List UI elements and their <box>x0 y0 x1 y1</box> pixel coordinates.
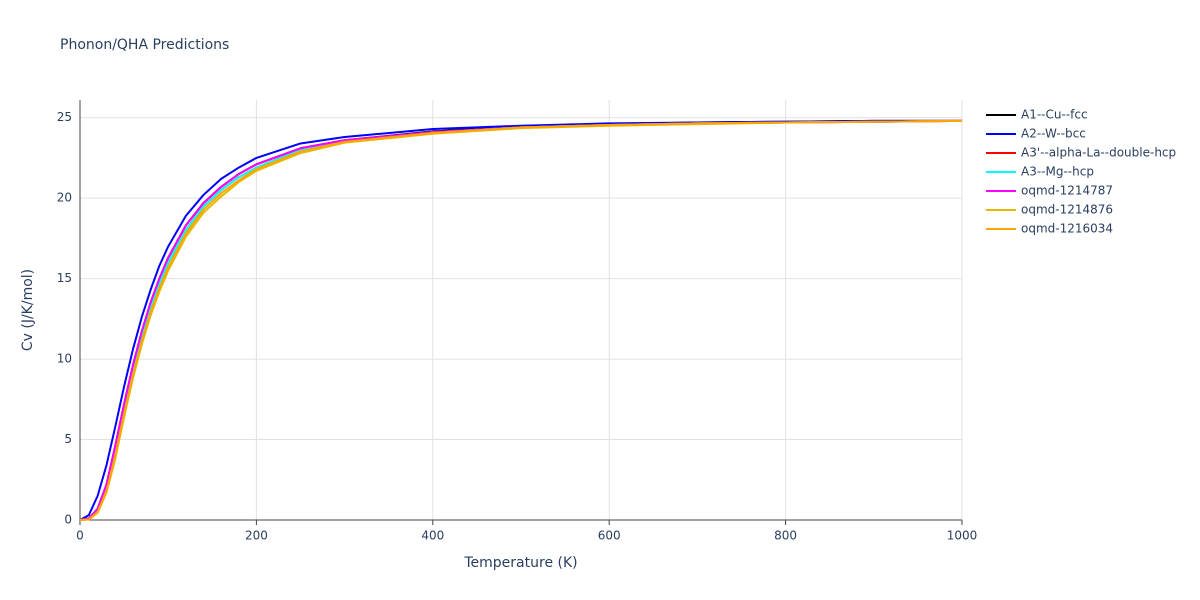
x-tick-label: 1000 <box>947 529 978 543</box>
y-axis-label: Cv (J/K/mol) <box>20 269 36 351</box>
y-tick-label: 5 <box>64 432 72 446</box>
legend-label: A3--Mg--hcp <box>1021 165 1094 179</box>
x-axis-label: Temperature (K) <box>463 555 577 571</box>
legend-label: oqmd-1216034 <box>1021 222 1113 236</box>
chart-title: Phonon/QHA Predictions <box>60 37 229 53</box>
y-tick-label: 0 <box>64 513 72 527</box>
series-line <box>79 119 963 521</box>
legend-label: A3'--alpha-La--double-hcp <box>1021 146 1176 160</box>
x-tick-label: 600 <box>598 529 621 543</box>
y-tick-label: 10 <box>57 352 72 366</box>
x-tick-label: 800 <box>774 529 797 543</box>
x-tick-label: 200 <box>245 529 268 543</box>
series-line <box>79 119 963 521</box>
legend-label: oqmd-1214787 <box>1021 184 1113 198</box>
y-tick-label: 25 <box>57 110 72 124</box>
series-line <box>79 119 962 521</box>
series-line <box>79 119 963 521</box>
legend-label: A2--W--bcc <box>1021 127 1086 141</box>
x-tick-label: 0 <box>76 529 84 543</box>
y-tick-label: 15 <box>57 271 72 285</box>
legend-label: oqmd-1214876 <box>1021 203 1113 217</box>
x-tick-label: 400 <box>421 529 444 543</box>
series-line <box>79 119 963 521</box>
series-line <box>79 119 962 521</box>
y-tick-label: 20 <box>57 191 72 205</box>
legend-label: A1--Cu--fcc <box>1021 108 1088 122</box>
series-line <box>79 119 963 521</box>
